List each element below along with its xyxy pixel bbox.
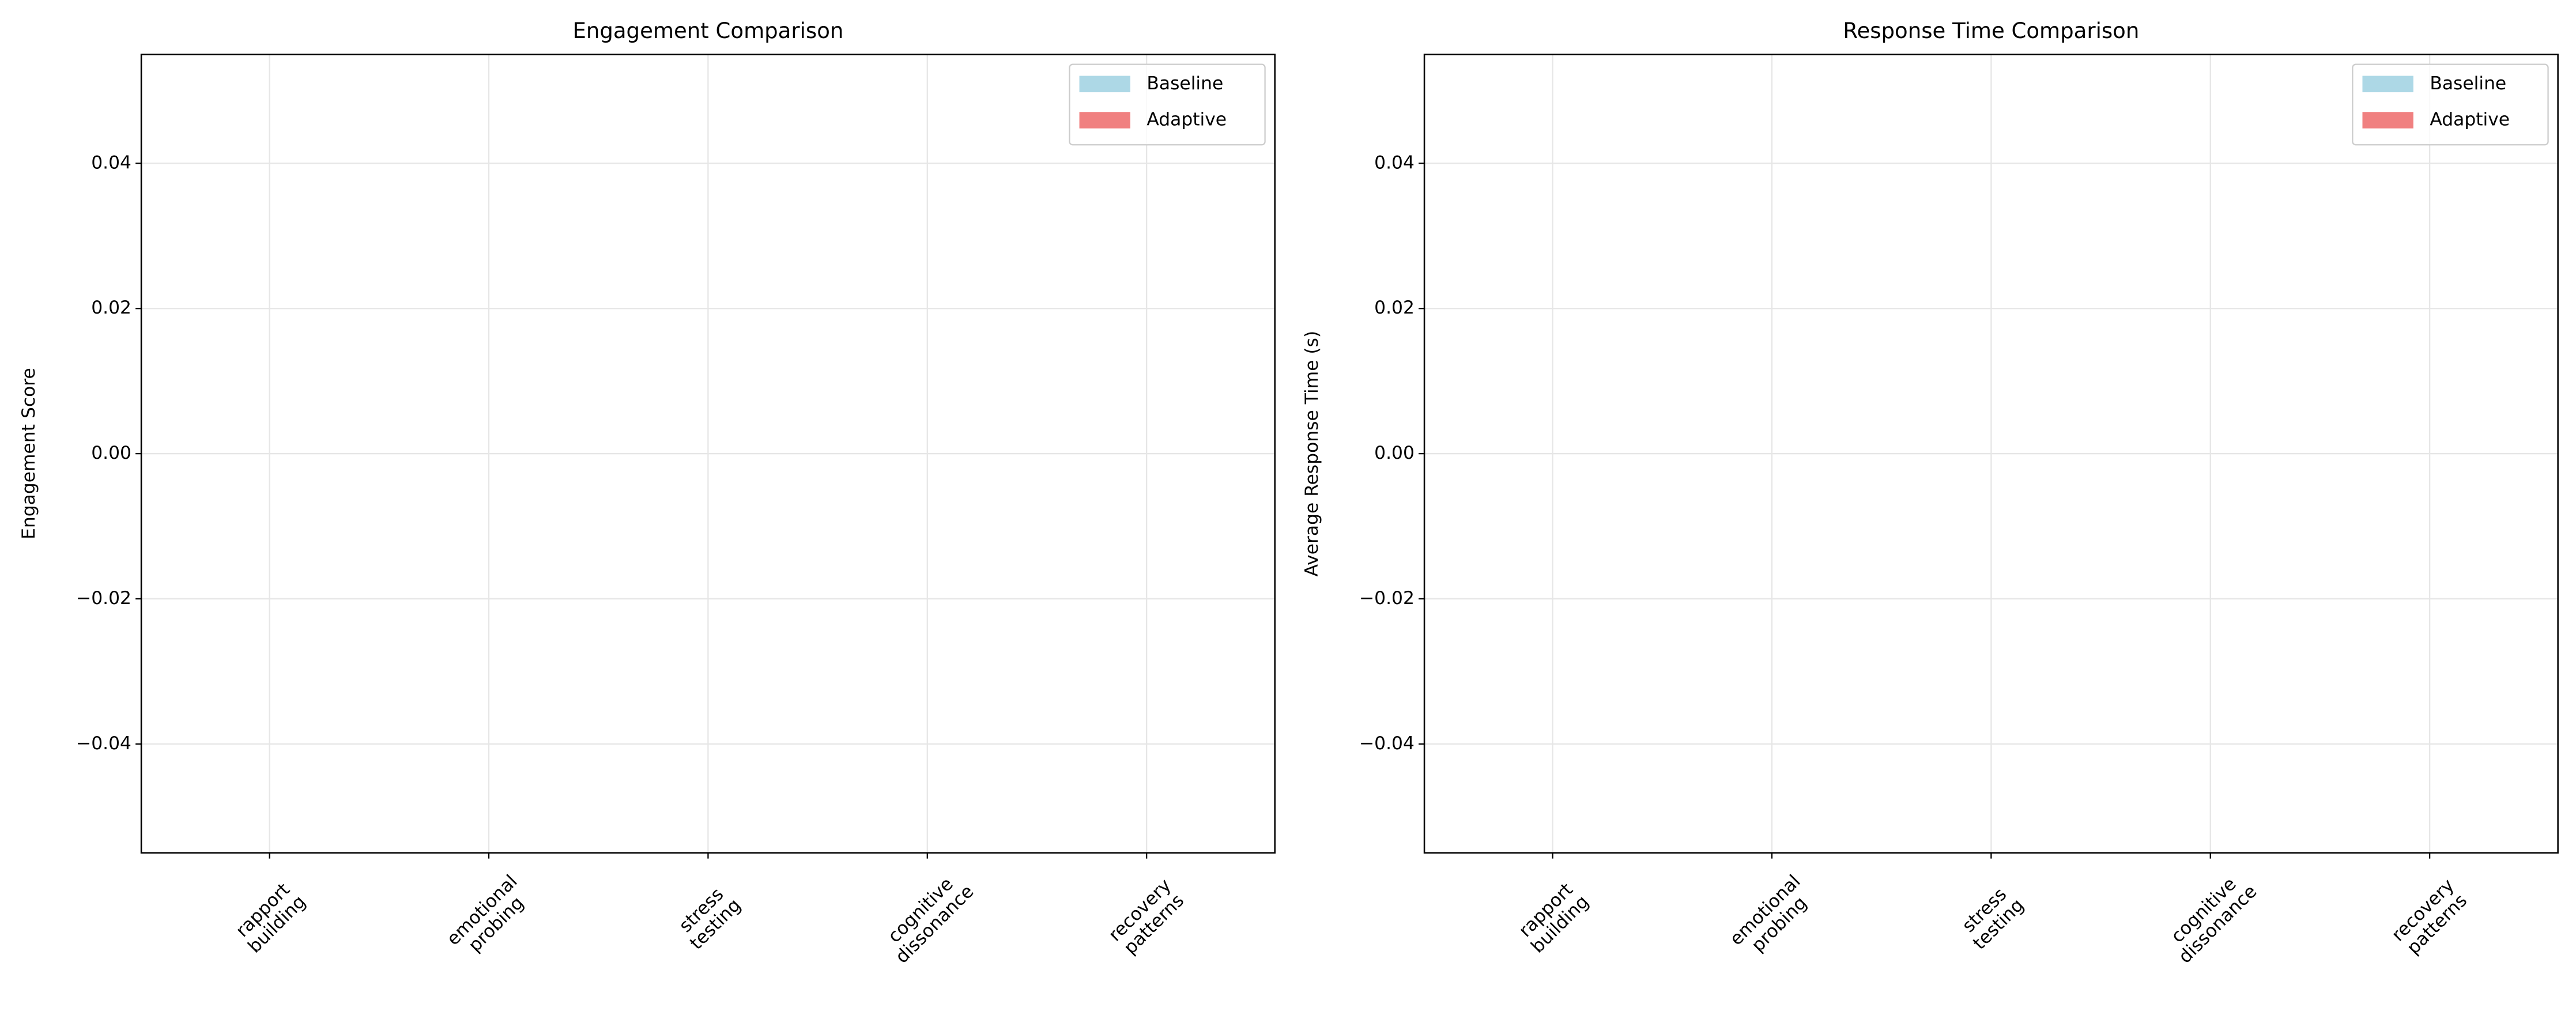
y-tick-label: −0.02: [76, 588, 131, 609]
y-tick-label: 0.04: [1374, 152, 1415, 173]
chart-title: Response Time Comparison: [1843, 18, 2139, 43]
y-tick-label: 0.02: [1374, 297, 1415, 318]
legend-swatch: [1079, 76, 1130, 93]
y-tick-label: −0.04: [1359, 733, 1415, 754]
y-tick-label: 0.02: [91, 297, 131, 318]
y-axis-label: Engagement Score: [18, 368, 39, 539]
legend-swatch: [2362, 76, 2413, 93]
legend-label: Baseline: [2430, 73, 2506, 94]
legend-label: Adaptive: [1146, 110, 1227, 130]
y-tick-label: 0.04: [91, 152, 131, 173]
legend-swatch: [1079, 112, 1130, 129]
legend-swatch: [2362, 112, 2413, 129]
legend-label: Baseline: [1146, 73, 1223, 94]
y-tick-label: −0.02: [1359, 588, 1415, 609]
chart-title: Engagement Comparison: [572, 18, 843, 43]
axes-frame: [140, 54, 1276, 854]
y-axis-label: Average Response Time (s): [1302, 331, 1322, 577]
y-tick-label: 0.00: [1374, 443, 1415, 463]
y-tick-label: 0.00: [91, 443, 131, 463]
legend-label: Adaptive: [2430, 110, 2510, 130]
y-tick-label: −0.04: [76, 733, 131, 754]
axes-frame: [1423, 54, 2559, 854]
